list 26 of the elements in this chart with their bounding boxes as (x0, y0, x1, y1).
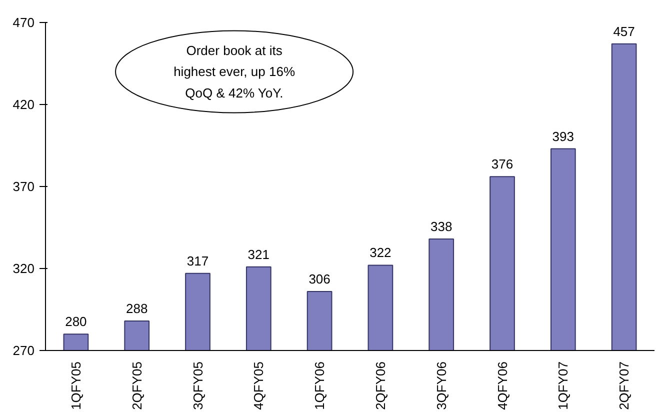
x-tick-label: 2QFY05 (129, 361, 144, 410)
x-tick-label: 2QFY06 (372, 361, 388, 410)
x-tick-label: 2QFY07 (616, 361, 632, 410)
y-tick-label: 270 (12, 343, 35, 358)
data-label: 393 (552, 128, 574, 144)
data-label: 376 (491, 156, 514, 172)
y-tick-label: 370 (12, 179, 35, 194)
data-label: 338 (430, 218, 452, 234)
x-tick-label: 4QFY06 (494, 361, 510, 410)
y-tick-label: 470 (12, 15, 35, 30)
y-tick-label: 420 (12, 97, 35, 112)
x-tick-label: 4QFY05 (251, 361, 266, 410)
data-label: 457 (613, 24, 635, 39)
data-label: 280 (65, 314, 87, 330)
data-label: 322 (370, 245, 392, 260)
x-tick-label: 3QFY06 (434, 361, 449, 410)
data-label: 321 (248, 246, 270, 262)
x-tick-label: 1QFY07 (556, 361, 571, 410)
annotation: Order book at its highest ever, up 16% QoQ & 42% YoY. (174, 42, 296, 101)
x-tick-label: 1QFY05 (68, 361, 84, 410)
x-tick-label: 3QFY05 (190, 361, 206, 410)
data-label: 288 (126, 300, 148, 316)
x-tick-label: 1QFY06 (312, 361, 328, 410)
data-label: 306 (308, 271, 330, 286)
data-label: 317 (186, 253, 209, 268)
y-tick-label: 320 (12, 261, 35, 276)
